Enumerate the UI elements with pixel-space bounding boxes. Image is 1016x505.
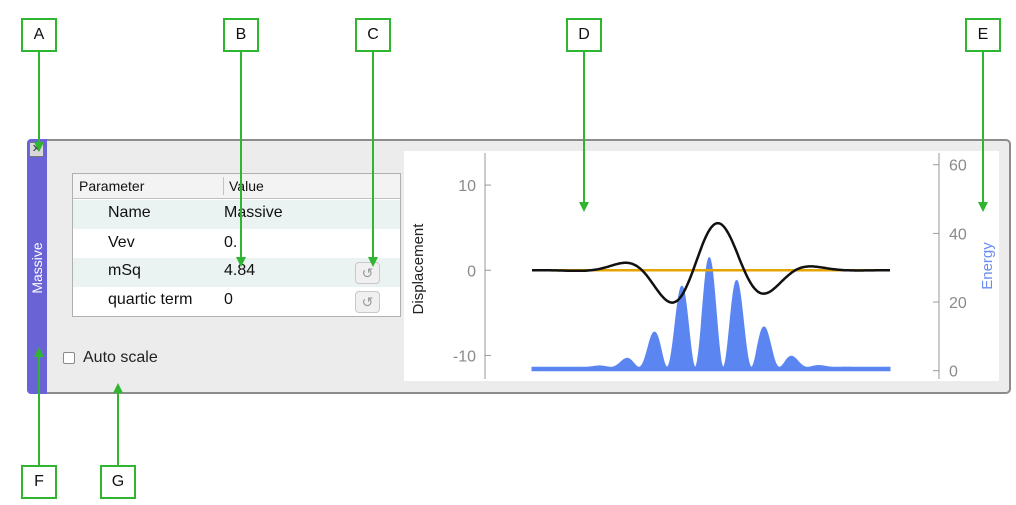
y-axis-label-left: Displacement: [410, 223, 427, 315]
param-value[interactable]: Massive: [224, 204, 283, 221]
parameter-table: Parameter Value Name Massive Vev 0. mSq …: [72, 173, 401, 317]
right-tick-label: 0: [949, 364, 958, 381]
callout-f: F: [21, 465, 57, 499]
left-tick-label: 0: [467, 263, 476, 280]
chart-svg: 10 0 -10 60 40 20 0 Displacement Energy: [410, 153, 996, 381]
side-tab[interactable]: [27, 139, 47, 394]
autoscale-checkbox[interactable]: [63, 352, 75, 364]
callout-b: B: [223, 18, 259, 52]
revert-msq-button[interactable]: ↺: [355, 262, 380, 284]
param-value[interactable]: 0: [224, 291, 233, 308]
callout-g: G: [100, 465, 136, 499]
param-name: quartic term: [108, 291, 193, 308]
callout-d: D: [566, 18, 602, 52]
autoscale-label[interactable]: Auto scale: [83, 349, 158, 366]
revert-quartic-button[interactable]: ↺: [355, 291, 380, 313]
param-value[interactable]: 4.84: [224, 262, 256, 279]
param-value[interactable]: 0.: [224, 234, 238, 251]
right-tick-label: 60: [949, 158, 967, 175]
left-tick-label: 10: [458, 178, 476, 195]
callout-e: E: [965, 18, 1001, 52]
header-divider: [223, 177, 224, 195]
autoscale-control[interactable]: Auto scale: [63, 348, 158, 368]
left-tick-label: -10: [453, 348, 476, 365]
param-name: mSq: [108, 262, 141, 279]
callout-a: A: [21, 18, 57, 52]
param-name: Vev: [108, 234, 135, 251]
callout-c: C: [355, 18, 391, 52]
displacement-series-line: [532, 221, 890, 304]
y-axis-label-right: Energy: [979, 242, 996, 290]
table-row: Vev 0.: [73, 230, 400, 259]
param-name: Name: [108, 204, 151, 221]
right-tick-label: 40: [949, 226, 967, 243]
right-tick-label: 20: [949, 295, 967, 312]
table-header: Parameter Value: [73, 174, 400, 199]
header-value[interactable]: Value: [229, 178, 264, 194]
table-row: Name Massive: [73, 200, 400, 229]
header-parameter[interactable]: Parameter: [79, 178, 145, 194]
energy-series-area: [531, 256, 891, 372]
table-row: quartic term 0 ↺: [73, 287, 400, 316]
field-chart: 10 0 -10 60 40 20 0 Displacement Energy: [404, 151, 999, 381]
